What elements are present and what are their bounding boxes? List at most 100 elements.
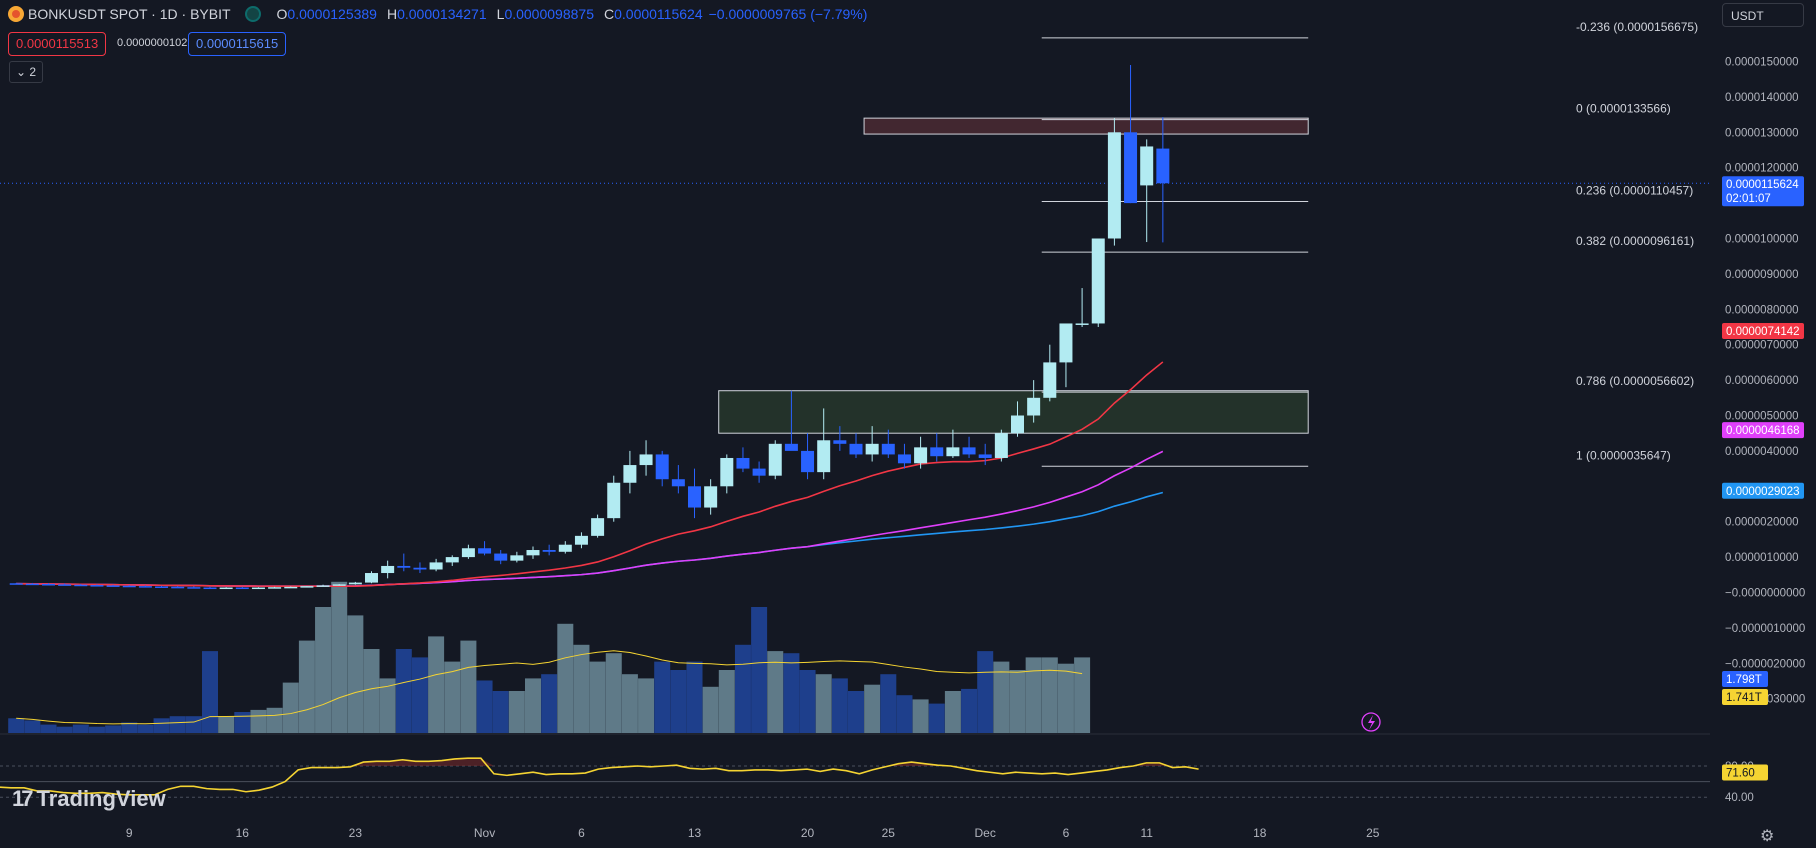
- candle: [171, 586, 185, 589]
- candle-body: [574, 535, 588, 545]
- date-tick-label: 16: [236, 826, 250, 840]
- candle: [930, 433, 944, 462]
- volume-bar: [993, 661, 1010, 733]
- candle-body: [187, 587, 201, 589]
- candle: [914, 436, 928, 469]
- price-tick-label: 0.0000150000: [1725, 57, 1799, 69]
- ma20-badge: 0.0000074142: [1722, 323, 1804, 340]
- candle-body: [494, 553, 508, 561]
- volume-bar: [912, 699, 929, 733]
- volume-bar: [670, 670, 687, 733]
- candle-body: [1107, 132, 1121, 239]
- candle: [1075, 288, 1089, 327]
- time-axis[interactable]: 9 16 23 Nov 6 13 20 25 Dec 6 11 18 25: [126, 826, 1380, 840]
- candle-body: [930, 447, 944, 457]
- volume-bar: [734, 644, 751, 733]
- candle: [784, 390, 798, 451]
- candle-body: [251, 587, 265, 590]
- sell-button[interactable]: 0.0000115513: [8, 32, 107, 56]
- price-axis[interactable]: 0.0000150000 0.0000140000 0.0000130000 0.00…: [1725, 57, 1805, 805]
- candle-body: [897, 454, 911, 464]
- candle: [688, 468, 701, 519]
- volume-bar: [928, 703, 945, 733]
- symbol-title[interactable]: BONKUSDT SPOT · 1D · BYBIT: [28, 6, 231, 22]
- candle: [897, 443, 911, 469]
- rsi-line: [0, 757, 1199, 796]
- volume-bar: [589, 661, 606, 733]
- candle-body: [284, 586, 298, 589]
- fib-retracement[interactable]: -0.236 (0.0000156675) 0 (0.0000133566) 0.2…: [1041, 20, 1698, 467]
- settings-gear-icon[interactable]: ⚙: [1760, 828, 1775, 845]
- resistance-zone[interactable]: [863, 117, 1309, 135]
- price-tick-label: 0.0000040000: [1725, 446, 1799, 458]
- candle: [74, 584, 88, 587]
- lightning-icon[interactable]: [1361, 712, 1381, 732]
- candle: [187, 586, 201, 589]
- rsi-badge: 71.60: [1722, 764, 1768, 781]
- candle-body: [1075, 323, 1089, 325]
- candle: [865, 426, 879, 462]
- candle-body: [946, 447, 960, 457]
- volume-bar: [848, 691, 864, 733]
- candle-body: [90, 585, 104, 587]
- candle: [332, 584, 346, 586]
- volume-bar: [557, 623, 574, 733]
- candle-body: [316, 585, 330, 587]
- date-tick-label: 6: [1063, 826, 1070, 840]
- volume-bar: [605, 653, 622, 733]
- candle: [801, 433, 815, 480]
- candle-body: [655, 454, 669, 480]
- candle-body: [542, 550, 556, 552]
- volume-bar: [347, 615, 364, 733]
- candle: [1091, 238, 1105, 327]
- price-tick-label: 0.0000140000: [1725, 92, 1799, 104]
- ma100-badge-text: 0.0000029023: [1726, 486, 1800, 498]
- tradingview-logo[interactable]: 17 TradingView: [12, 786, 166, 812]
- buy-button[interactable]: 0.0000115615: [188, 32, 287, 56]
- price-tick-label: 0.0000010000: [1725, 552, 1799, 564]
- date-tick-label: 9: [126, 826, 133, 840]
- rsi-badge-text: 71.60: [1726, 768, 1755, 780]
- candle: [1011, 401, 1024, 437]
- candle: [623, 450, 637, 494]
- collapse-indicators-button[interactable]: ⌄ 2: [9, 61, 44, 83]
- volume-bar: [428, 636, 445, 733]
- candle-body: [1043, 362, 1057, 398]
- volume-bar: [476, 680, 493, 733]
- candle: [671, 465, 685, 494]
- candle: [542, 544, 556, 556]
- candle-body: [752, 468, 766, 476]
- candle: [42, 583, 55, 586]
- volume-bar: [815, 674, 832, 733]
- candle-body: [155, 586, 169, 588]
- candle: [219, 587, 233, 590]
- candle-body: [138, 586, 152, 588]
- volume-bar: [864, 684, 881, 733]
- volume-bar: [411, 657, 428, 733]
- candle-body: [591, 518, 605, 536]
- volume-bar: [56, 726, 73, 733]
- currency-select[interactable]: USDT: [1722, 3, 1804, 27]
- high-value: 0.0000134271: [397, 6, 487, 22]
- candle-body: [413, 567, 427, 570]
- volume-bar: [654, 661, 671, 733]
- close-value: 0.0000115624: [614, 6, 703, 22]
- candle: [978, 443, 992, 466]
- volume-bar: [218, 716, 235, 733]
- date-tick-label: 11: [1140, 826, 1153, 840]
- candle-body: [429, 562, 443, 570]
- candle-body: [914, 447, 928, 464]
- volume-bar: [202, 651, 218, 733]
- volume-bar: [961, 688, 978, 733]
- volume-bar: [185, 716, 202, 733]
- candle-body: [720, 457, 734, 487]
- volume-bar: [1074, 657, 1091, 733]
- price-tick-label: 0.0000080000: [1725, 304, 1799, 316]
- tradingview-wordmark: TradingView: [36, 786, 166, 811]
- candle-body: [1059, 323, 1073, 363]
- market-status-icon[interactable]: [244, 6, 261, 22]
- volume-ma-badge: 1.741T: [1722, 689, 1768, 705]
- zones-layer[interactable]: [718, 117, 1309, 434]
- fib-level-label: 0.786 (0.0000056602): [1576, 374, 1694, 388]
